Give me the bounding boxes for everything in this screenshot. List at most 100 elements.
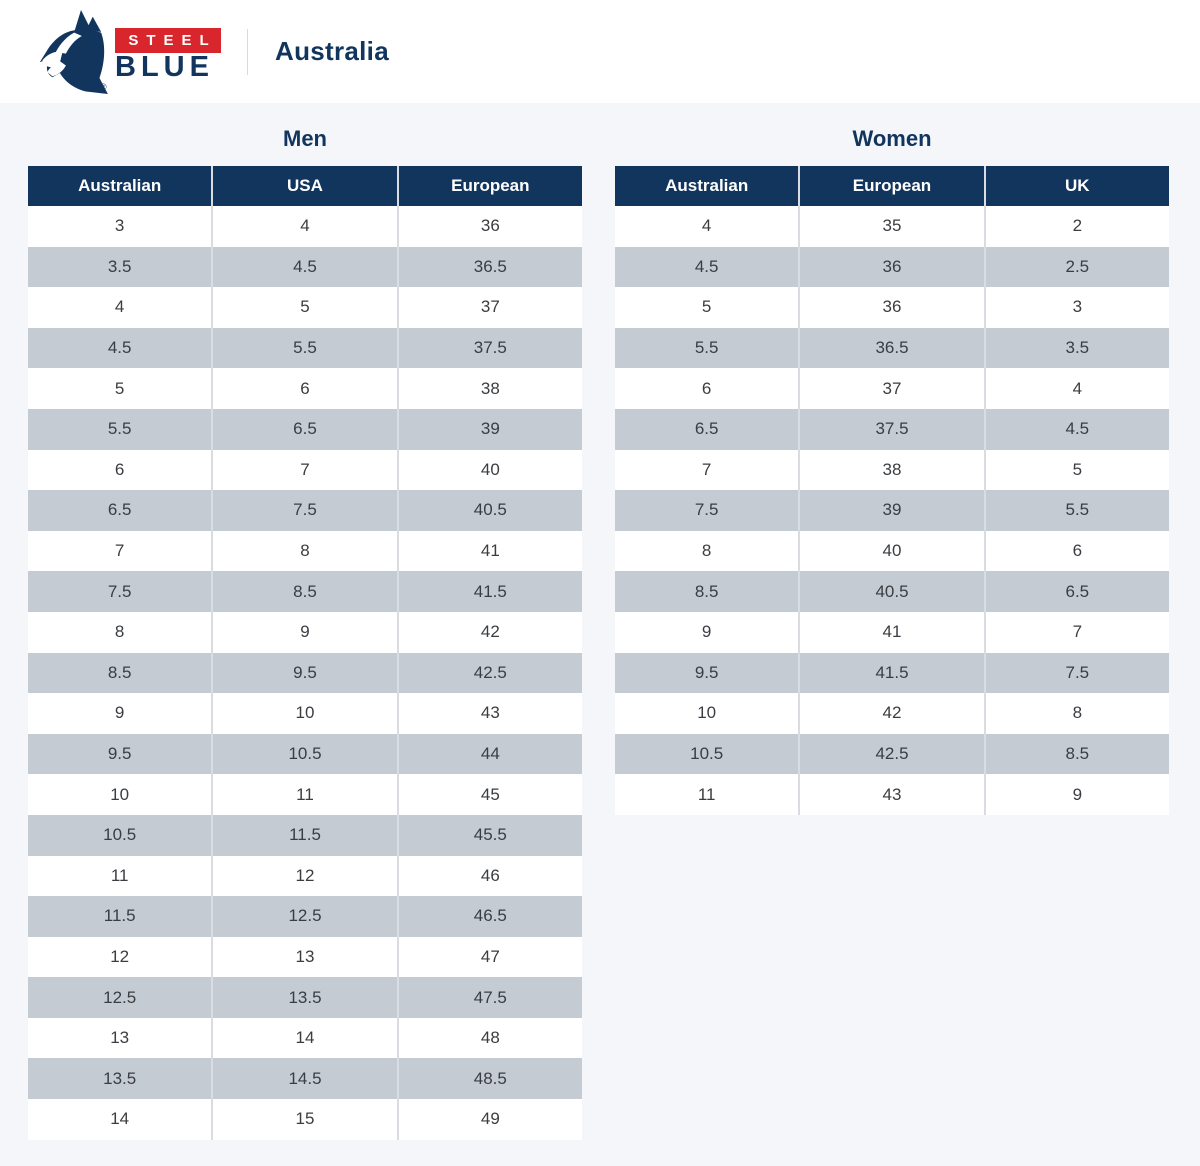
size-cell: 44: [480, 744, 500, 764]
size-cell: 12: [213, 855, 399, 897]
table-row: 10 42 8: [615, 693, 1169, 734]
table-row: 4 35 2: [615, 206, 1169, 247]
table-row: 13.5 14.5 48.5: [28, 1058, 582, 1100]
size-cell: 6: [213, 368, 399, 409]
table-row: 5.5 6.5 39: [28, 408, 582, 450]
table-row: 10 11 45: [28, 774, 582, 815]
size-cell: 11: [213, 774, 399, 815]
size-cell: 6.5: [28, 490, 214, 531]
men-size-table: Men Australian USA European 3 4 36 3.5 4.5 36…: [28, 126, 582, 1140]
size-cell: 7: [213, 449, 399, 491]
size-cell: 36.5: [800, 327, 986, 369]
size-cell: 6: [1072, 541, 1083, 561]
size-cell: 37.5: [473, 338, 507, 358]
header-divider: [247, 28, 248, 75]
size-cell: 8.5: [28, 652, 214, 694]
size-cell: 15: [213, 1099, 399, 1140]
size-cell: 36: [480, 216, 500, 236]
size-cell: 14.5: [213, 1058, 399, 1100]
size-cell: 40.5: [800, 571, 986, 612]
table-row: 4.5 36 2.5: [615, 246, 1169, 288]
women-table-header-row: Australian European UK: [615, 166, 1169, 206]
size-cell: 42: [800, 693, 986, 734]
table-row: 3 4 36: [28, 206, 582, 247]
size-cell: 7.5: [213, 490, 399, 531]
size-cell: 41.5: [473, 581, 507, 601]
size-cell: 14: [213, 1017, 399, 1059]
table-row: 8 40 6: [615, 530, 1169, 572]
size-cell: 2: [1072, 216, 1083, 236]
size-cell: 2.5: [1065, 256, 1090, 276]
size-cell: 36: [800, 246, 986, 288]
size-cell: 4.5: [1065, 419, 1090, 439]
size-cell: 13.5: [28, 1058, 214, 1100]
size-cell: 5.5: [1065, 500, 1090, 520]
size-cell: 40.5: [473, 500, 507, 520]
size-cell: 5: [615, 287, 801, 328]
size-cell: 4: [1072, 378, 1083, 398]
size-cell: 5: [213, 287, 399, 328]
size-cell: 46.5: [473, 906, 507, 926]
table-row: 5 36 3: [615, 287, 1169, 328]
table-row: 13 14 48: [28, 1017, 582, 1059]
size-cell: 47: [480, 946, 500, 966]
steel-badge: STEEL: [115, 27, 221, 53]
size-cell: 42: [480, 622, 500, 642]
size-cell: 11.5: [213, 814, 399, 856]
registered-mark: ®: [100, 81, 107, 92]
size-cell: 8.5: [213, 571, 399, 612]
women-header-uk: UK: [1065, 176, 1090, 195]
brand-logo[interactable]: STEEL BLUE ®: [37, 9, 221, 94]
size-cell: 9: [1072, 784, 1083, 804]
men-header-australian: Australian: [28, 166, 214, 206]
table-row: 5 6 38: [28, 368, 582, 409]
brand-wordmark: STEEL BLUE: [115, 27, 221, 81]
size-cell: 9: [615, 611, 801, 653]
size-cell: 39: [480, 419, 500, 439]
table-row: 6.5 7.5 40.5: [28, 490, 582, 531]
size-cell: 36: [800, 287, 986, 328]
size-cell: 43: [480, 703, 500, 723]
table-row: 8.5 9.5 42.5: [28, 652, 582, 694]
size-cell: 37: [800, 368, 986, 409]
table-row: 3.5 4.5 36.5: [28, 246, 582, 288]
table-row: 6 7 40: [28, 449, 582, 491]
table-row: 8 9 42: [28, 611, 582, 653]
size-cell: 3: [1072, 297, 1083, 317]
table-row: 11.5 12.5 46.5: [28, 896, 582, 937]
men-header-european: European: [451, 176, 530, 195]
size-cell: 5.5: [28, 408, 214, 450]
women-header-european: European: [800, 166, 986, 206]
size-cell: 7: [1072, 622, 1083, 642]
size-cell: 5: [28, 368, 214, 409]
size-cell: 42.5: [800, 733, 986, 775]
size-cell: 40: [800, 530, 986, 572]
table-row: 4.5 5.5 37.5: [28, 327, 582, 369]
size-cell: 7.5: [28, 571, 214, 612]
size-cell: 11.5: [28, 896, 214, 937]
size-cell: 10: [28, 774, 214, 815]
table-row: 11 43 9: [615, 774, 1169, 815]
size-cell: 3.5: [28, 246, 214, 288]
size-cell: 38: [800, 449, 986, 491]
size-cell: 6.5: [1065, 581, 1090, 601]
size-cell: 13: [213, 936, 399, 978]
size-cell: 9: [28, 693, 214, 734]
size-cell: 4: [213, 206, 399, 247]
size-cell: 5.5: [615, 327, 801, 369]
size-cell: 48: [480, 1028, 500, 1048]
size-cell: 7.5: [615, 490, 801, 531]
size-cell: 8.5: [615, 571, 801, 612]
size-cell: 46: [480, 865, 500, 885]
size-cell: 39: [800, 490, 986, 531]
size-cell: 10.5: [615, 733, 801, 775]
men-table-body: 3 4 36 3.5 4.5 36.5 4 5 37 4.5 5.5 37.5 5 6 38 5.5 6.5 39…: [28, 206, 582, 1140]
size-cell: 7.5: [1065, 662, 1090, 682]
wolf-logo-icon: [39, 9, 108, 94]
region-label: Australia: [275, 36, 389, 66]
size-cell: 8: [615, 530, 801, 572]
size-cell: 45.5: [473, 825, 507, 845]
size-cell: 45: [480, 784, 500, 804]
size-cell: 14: [28, 1099, 214, 1140]
size-cell: 11: [28, 855, 214, 897]
